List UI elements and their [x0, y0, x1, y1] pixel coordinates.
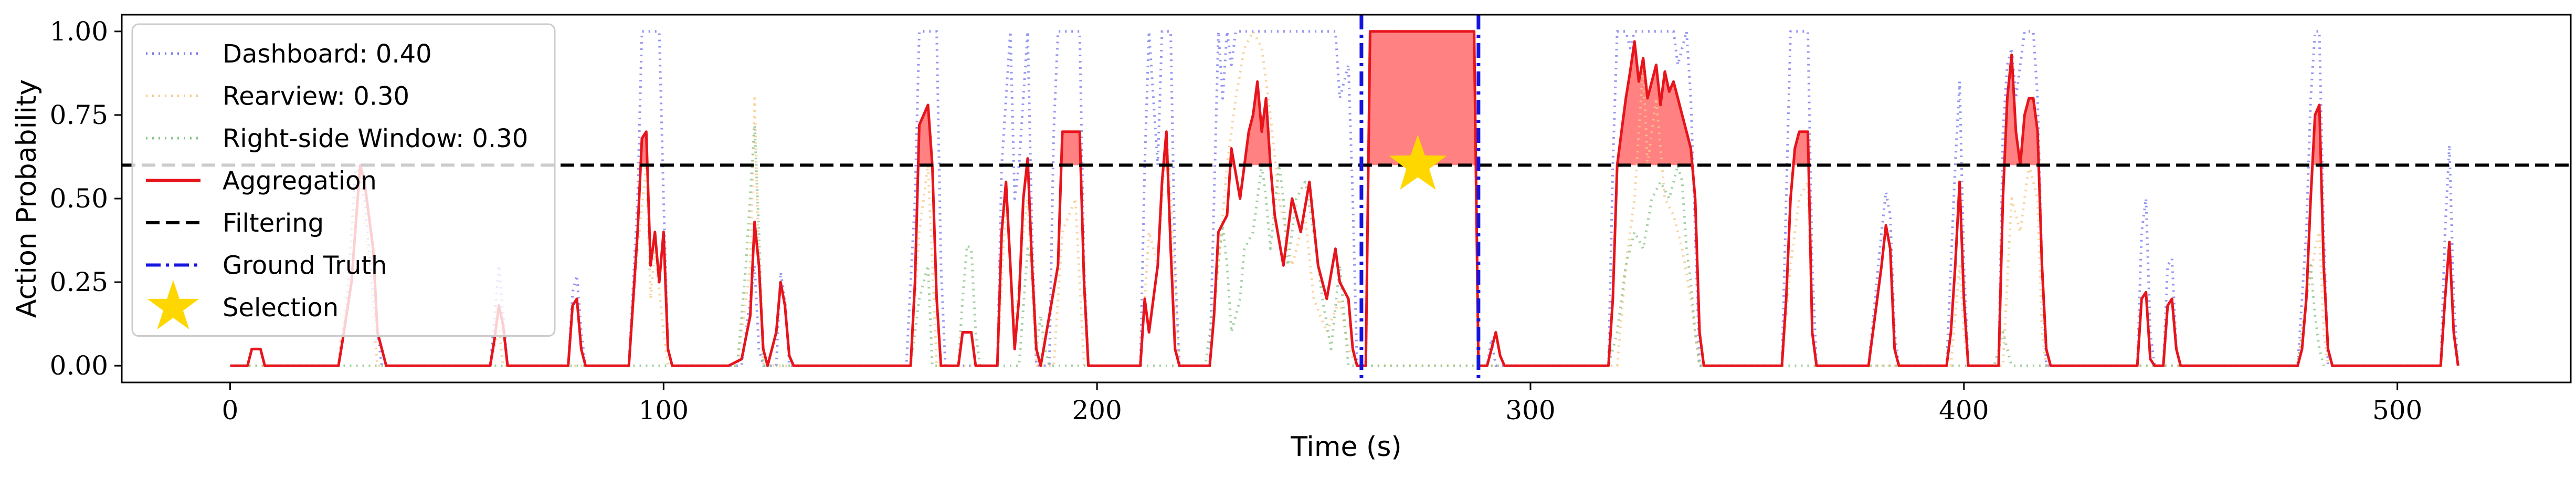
y-tick-label: 0.25	[50, 267, 108, 297]
series-line-right-side-window-0-30	[230, 123, 2325, 367]
y-axis-label: Action Probability	[11, 79, 43, 318]
y-tick-label: 0.00	[50, 350, 108, 381]
legend-label-selection: Selection	[223, 293, 339, 323]
x-tick-label: 0	[222, 395, 239, 426]
y-tick-label: 0.75	[50, 100, 108, 130]
legend-box	[131, 23, 556, 337]
x-tick-label: 500	[2372, 395, 2422, 426]
legend-label-rearview-0-30: Rearview: 0.30	[223, 82, 409, 111]
legend-label-aggregation: Aggregation	[223, 167, 377, 196]
y-tick-label: 0.50	[50, 183, 108, 214]
marker-layer	[1389, 134, 1447, 190]
x-tick-label: 100	[639, 395, 689, 426]
series-line-aggregation	[230, 30, 2459, 367]
legend-swatch-selection	[147, 280, 199, 330]
legend: Dashboard: 0.40 Rearview: 0.30 Right-side …	[131, 23, 556, 337]
x-axis-label: Time (s)	[1290, 431, 1401, 463]
x-tick-label: 300	[1505, 395, 1555, 426]
legend-label-filtering: Filtering	[223, 209, 324, 238]
selection-star-marker	[1389, 134, 1447, 190]
legend-label-dashboard-0-40: Dashboard: 0.40	[223, 39, 432, 69]
axis-ticks: 0 100 200 300 400 500 0.00 0.25 0.50 0.75 1.00	[50, 16, 2423, 426]
legend-label-right-side-window-0-30: Right-side Window: 0.30	[223, 124, 528, 153]
legend-label-ground-truth: Ground Truth	[223, 251, 387, 281]
series-layer	[230, 30, 2459, 367]
x-tick-label: 400	[1939, 395, 1989, 426]
y-tick-label: 1.00	[50, 16, 108, 47]
x-tick-label: 200	[1072, 395, 1122, 426]
